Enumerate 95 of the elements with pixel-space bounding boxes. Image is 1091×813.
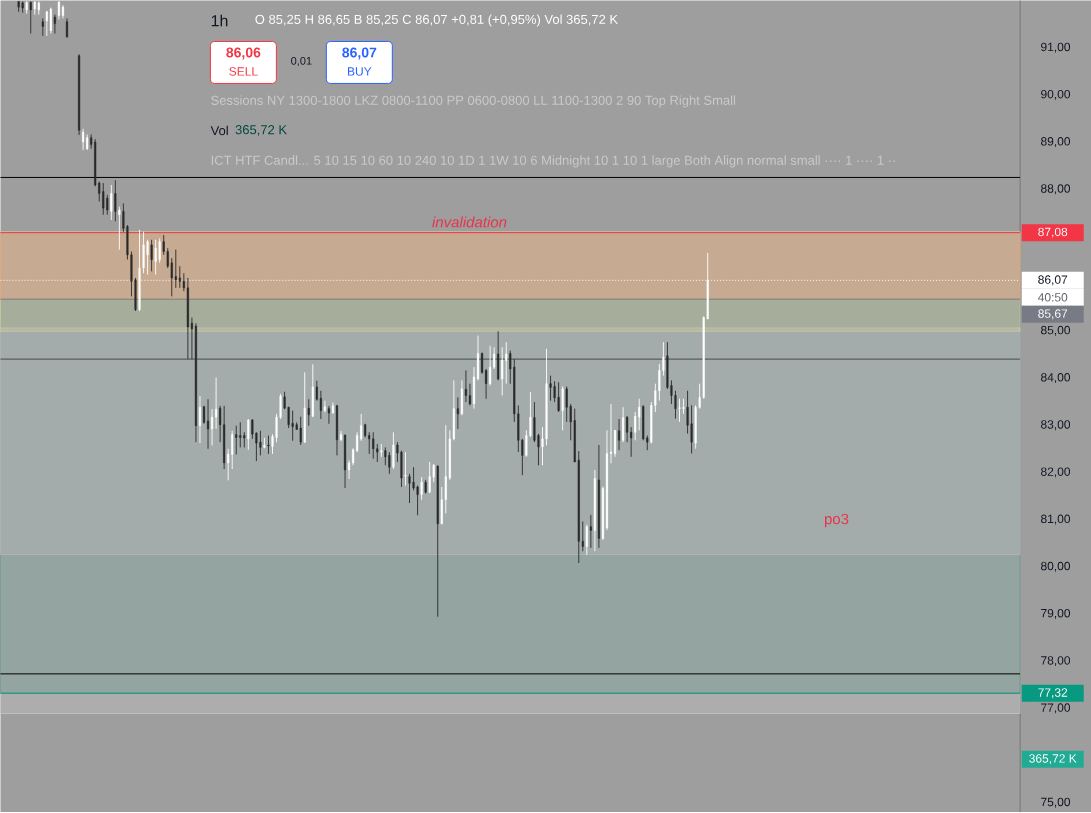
ref-line-label: 77,32 (1038, 688, 1068, 699)
candlestick (102, 182, 105, 216)
candlestick (158, 238, 161, 264)
candlestick (65, 18, 69, 39)
candlestick (589, 514, 592, 549)
y-tick-label: 83,00 (1041, 420, 1071, 431)
candlestick (29, 1, 32, 35)
annotation: 365,72 K (235, 125, 287, 136)
candlestick (626, 415, 629, 443)
candlestick (609, 403, 613, 465)
y-tick-label: 81,00 (1041, 514, 1071, 525)
text: 1h (211, 14, 228, 27)
candlestick (392, 432, 395, 470)
y-tick-label: 85,00 (1041, 326, 1071, 336)
candlestick (146, 239, 149, 276)
candlestick (53, 14, 56, 35)
candlestick (82, 128, 85, 151)
candlestick (174, 249, 177, 289)
candlestick (557, 381, 560, 413)
candlestick (150, 239, 153, 272)
candlestick (380, 443, 383, 458)
candlestick (565, 386, 568, 423)
candlestick (412, 466, 415, 491)
candlestick (114, 180, 117, 222)
candlestick (613, 430, 617, 458)
annotation: 86,06 (226, 47, 261, 60)
candlestick (323, 400, 326, 414)
y-tick-label: 88,00 (1041, 184, 1071, 195)
candlestick (618, 418, 621, 451)
y-tick-label: 77,00 (1041, 703, 1071, 714)
annotation: BUY (348, 67, 372, 76)
candlestick (198, 395, 202, 444)
candlestick (110, 184, 113, 221)
y-tick-label: 90,00 (1041, 90, 1071, 101)
candlestick (678, 398, 681, 423)
candlestick (501, 347, 504, 397)
y-tick-label: 79,00 (1041, 609, 1071, 620)
candlestick (267, 435, 270, 455)
candlestick (638, 398, 641, 432)
candlestick (239, 422, 242, 448)
candlestick (307, 398, 310, 427)
candlestick (634, 411, 637, 441)
candlestick (154, 239, 157, 276)
candlestick (49, 7, 52, 35)
candlestick (118, 206, 121, 251)
candlestick (622, 406, 625, 443)
candlestick (106, 194, 109, 216)
candlestick (178, 265, 181, 289)
candlestick (247, 418, 250, 451)
band-label: invalidation (432, 216, 507, 228)
candlestick (456, 397, 459, 430)
y-tick-label: 82,00 (1041, 467, 1071, 478)
y-tick-label: 78,00 (1041, 656, 1071, 667)
candlestick (45, 10, 48, 37)
candlestick (388, 451, 391, 475)
annotation: Vol (210, 125, 228, 136)
candlestick (259, 430, 262, 457)
band-label: po3 (824, 513, 849, 528)
candlestick (549, 375, 552, 402)
candlestick (420, 476, 423, 501)
candlestick (404, 451, 407, 487)
y-tick-label: 91,00 (1041, 42, 1071, 53)
candlestick (585, 524, 588, 556)
candlestick (372, 432, 375, 460)
candlestick (299, 416, 302, 446)
annotation: SELL (229, 67, 258, 76)
candlestick (235, 425, 238, 456)
candlestick (408, 473, 411, 504)
text: 40:50 (1038, 293, 1068, 302)
candlestick (561, 386, 564, 432)
ref-line-label: 86,07 (1038, 275, 1068, 286)
y-tick-label: 80,00 (1041, 561, 1071, 572)
y-tick-label: 89,00 (1041, 137, 1071, 148)
y-tick-label: 75,00 (1041, 797, 1071, 808)
candlestick (416, 485, 419, 516)
text: O 85,25 H 86,65 B 85,25 C 86,07 +0,81 (+0,95%) Vol 365,72 K (255, 14, 618, 27)
candlestick (206, 398, 210, 450)
candlestick (215, 377, 218, 430)
candlestick (251, 418, 254, 440)
annotation: 86,07 (342, 47, 377, 60)
candlestick (231, 430, 234, 470)
candlestick (428, 461, 431, 494)
candlestick (682, 398, 685, 415)
text: 365,72 K (1029, 754, 1077, 765)
candlestick (319, 390, 322, 420)
candlestick (505, 341, 508, 385)
ref-line-label: 85,67 (1038, 309, 1068, 320)
candlestick (464, 370, 467, 403)
annotation: 0,01 (291, 57, 312, 67)
candlestick (489, 345, 492, 387)
y-tick-label: 84,00 (1041, 373, 1071, 384)
candlestick (327, 405, 330, 425)
candlestick (291, 410, 294, 442)
candlestick (690, 405, 693, 455)
ref-line-label: 87,08 (1038, 227, 1068, 238)
